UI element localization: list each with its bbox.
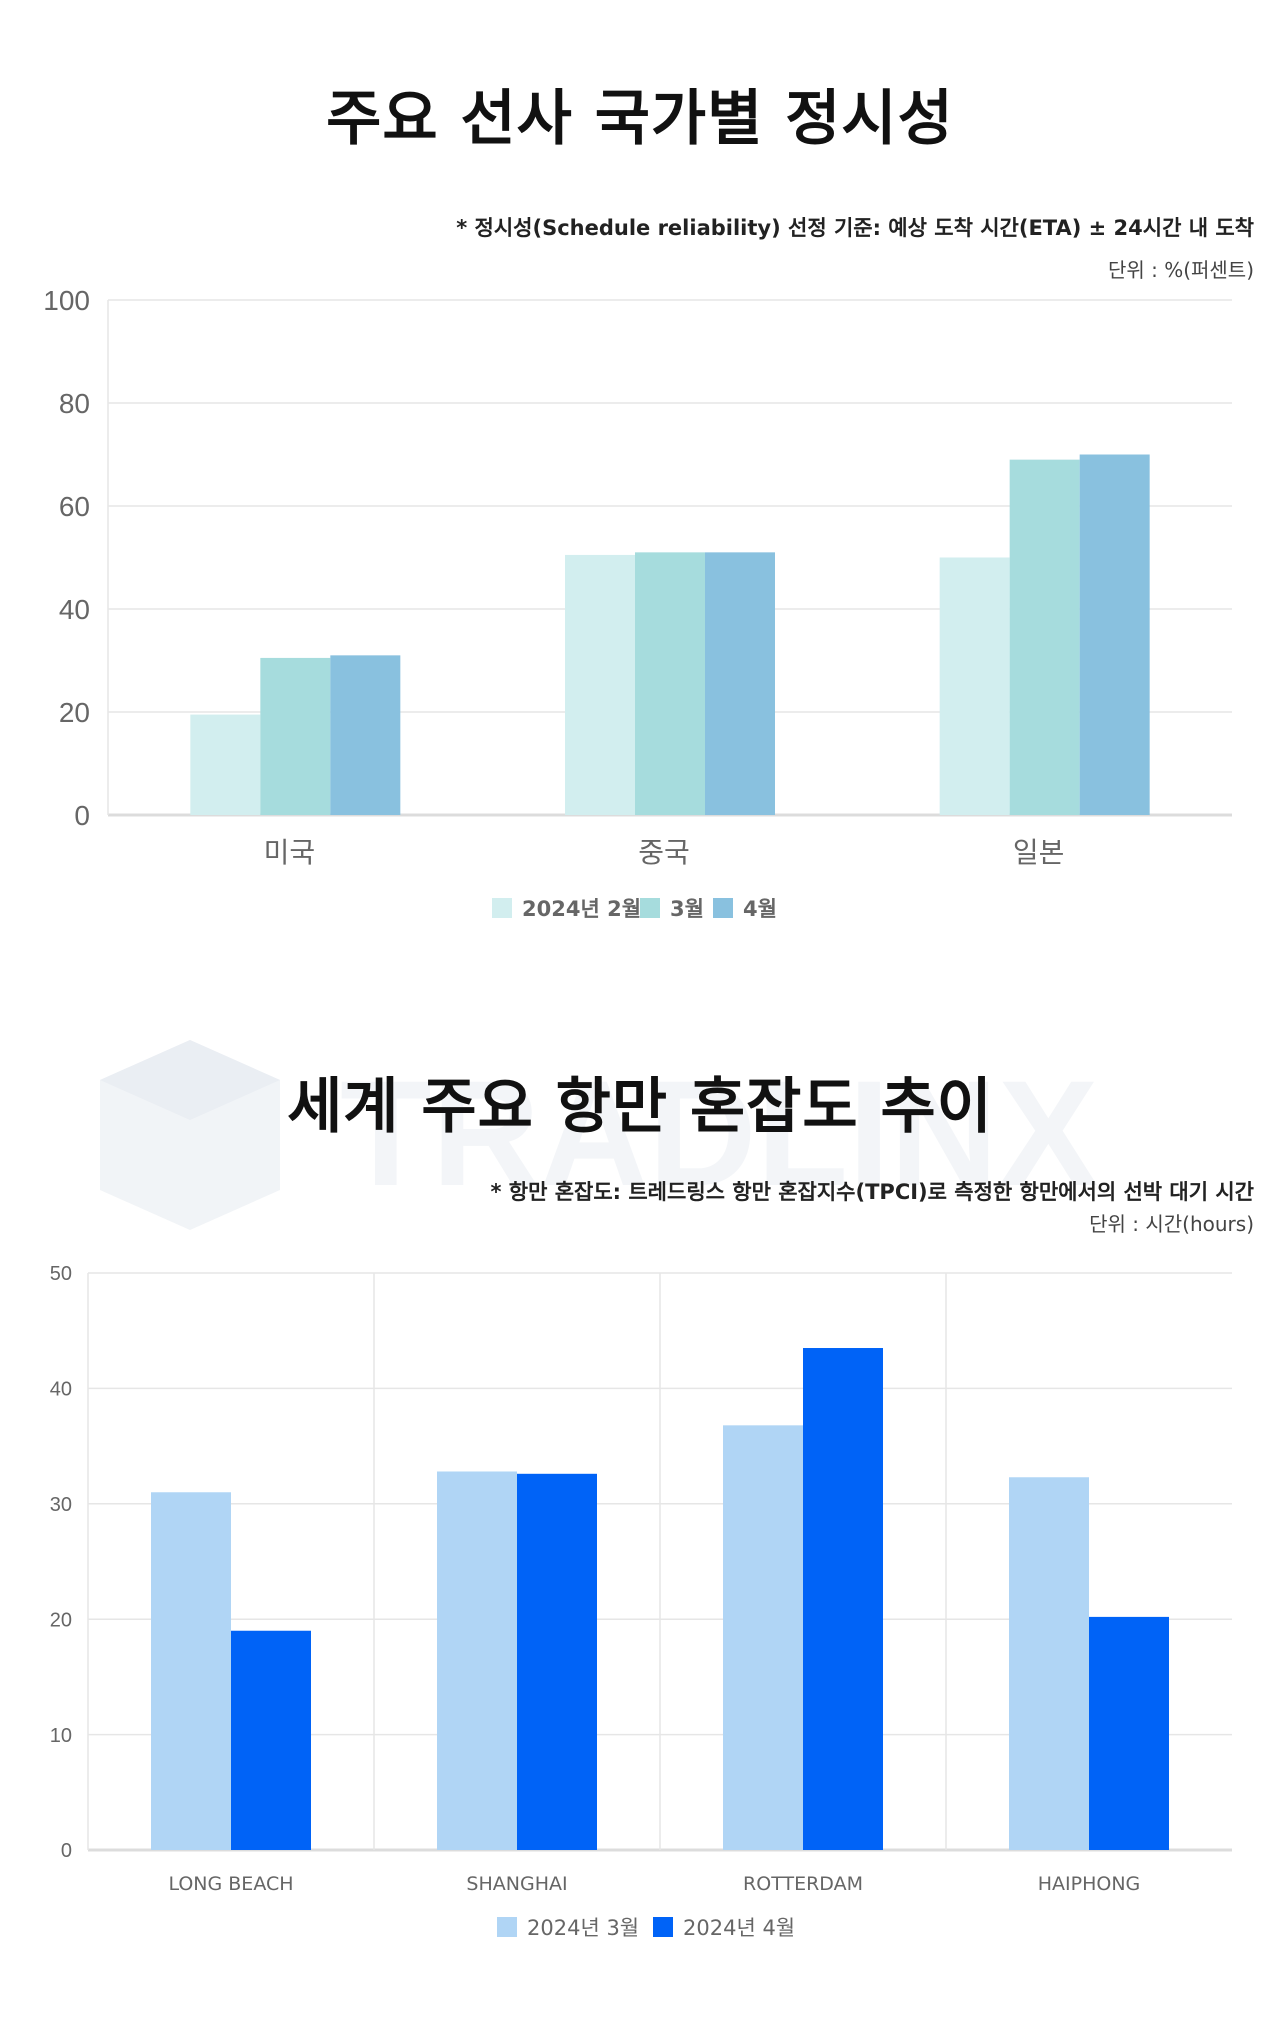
bar-chart1-1-1 [635, 552, 705, 815]
y-tick-label: 10 [50, 1725, 72, 1747]
chart2-svg: 0 10 20 30 40 50 LONG BEACH SHANGHAI ROTTERDAM HA… [50, 1263, 1232, 1940]
x-category-label: 일본 [1013, 836, 1065, 869]
x-category-label: 중국 [638, 836, 690, 869]
bar-chart1-2-2 [1079, 454, 1150, 815]
y-tick-label: 30 [50, 1494, 72, 1516]
y-tick-label: 80 [59, 388, 90, 419]
y-tick-label: 0 [61, 1840, 72, 1862]
bar-chart1-0-1 [260, 657, 331, 815]
x-category-label: ROTTERDAM [743, 1873, 863, 1895]
bar-chart1-1-2 [705, 552, 775, 815]
y-tick-label: 0 [74, 800, 90, 831]
bar-chart1-0-2 [330, 655, 401, 815]
legend-label: 2024년 4월 [683, 1916, 795, 1940]
legend-swatch [640, 898, 660, 918]
x-category-label: LONG BEACH [168, 1873, 293, 1895]
y-tick-label: 100 [43, 285, 90, 316]
chart2-note: * 항만 혼잡도: 트레드링스 항만 혼잡지수(TPCI)로 측정한 항만에서의… [490, 1180, 1254, 1204]
bar-chart2-2-0 [723, 1425, 803, 1850]
legend-label: 4월 [743, 897, 777, 921]
legend-swatch [497, 1917, 517, 1937]
bar-chart1-0-0 [190, 714, 261, 815]
bar-chart1-2-0 [939, 557, 1010, 815]
chart1-svg: 0 20 40 60 80 100 미국 중국 일본 2024년 2월 3월 4월 [43, 285, 1232, 921]
bar-chart2-0-0 [151, 1492, 231, 1850]
bar-chart1-2-1 [1009, 459, 1080, 815]
chart2-unit: 단위 : 시간(hours) [1089, 1212, 1254, 1236]
x-category-label: HAIPHONG [1038, 1873, 1141, 1895]
y-tick-label: 20 [50, 1609, 72, 1631]
legend-label: 2024년 3월 [527, 1916, 639, 1940]
legend-swatch [713, 898, 733, 918]
chart1-unit: 단위 : %(퍼센트) [1107, 258, 1254, 282]
y-tick-label: 40 [50, 1379, 72, 1401]
legend-label: 2024년 2월 [522, 897, 641, 921]
watermark-text: TRADLINX [340, 1049, 1098, 1217]
tradlinx-watermark: TRADLINX [100, 1040, 1098, 1230]
y-tick-label: 60 [59, 491, 90, 522]
legend-swatch [653, 1917, 673, 1937]
y-tick-label: 20 [59, 697, 90, 728]
chart1-note: * 정시성(Schedule reliability) 선정 기준: 예상 도착… [456, 216, 1254, 240]
bar-chart2-1-0 [437, 1471, 517, 1850]
y-tick-label: 50 [50, 1263, 72, 1285]
chart2-title: 세계 주요 항만 혼잡도 추이 [287, 1072, 993, 1142]
x-category-label: 미국 [264, 836, 316, 869]
bar-chart2-3-0 [1009, 1477, 1089, 1850]
legend-label: 3월 [670, 897, 704, 921]
bar-chart1-1-0 [565, 554, 635, 815]
bar-chart2-2-1 [803, 1348, 883, 1850]
y-tick-label: 40 [59, 594, 90, 625]
bar-chart2-3-1 [1089, 1616, 1169, 1850]
bar-chart2-1-1 [517, 1473, 597, 1850]
legend-swatch [492, 898, 512, 918]
bar-chart2-0-1 [231, 1630, 311, 1850]
chart1-title: 주요 선사 국가별 정시성 [326, 84, 954, 154]
watermark-cube-top [100, 1040, 280, 1120]
x-category-label: SHANGHAI [466, 1873, 567, 1895]
